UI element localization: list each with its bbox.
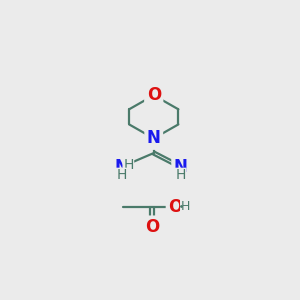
Text: O: O: [147, 86, 161, 104]
Text: N: N: [147, 129, 161, 147]
Text: H: H: [116, 168, 127, 182]
Text: H: H: [181, 200, 190, 213]
Text: O: O: [145, 218, 159, 236]
Text: H: H: [123, 158, 134, 172]
Text: N: N: [115, 158, 128, 176]
Text: H: H: [176, 168, 186, 182]
Text: N: N: [174, 158, 188, 176]
Text: O: O: [168, 198, 182, 216]
